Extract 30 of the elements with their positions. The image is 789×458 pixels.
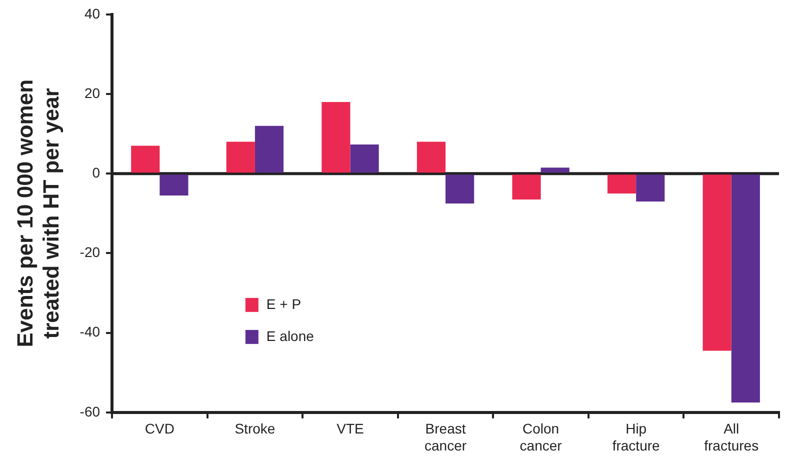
bar xyxy=(131,146,160,173)
bar xyxy=(607,174,636,194)
bar xyxy=(446,174,474,204)
bar xyxy=(512,174,541,200)
y-axis-title: Events per 10 000 women treated with HT per year xyxy=(12,80,64,348)
legend-label: E + P xyxy=(266,296,302,312)
bar xyxy=(160,174,188,196)
bar xyxy=(254,126,284,173)
bar xyxy=(636,174,665,202)
x-tick-label: All fractures xyxy=(704,420,759,454)
x-tick-label: Breast cancer xyxy=(424,420,467,454)
y-tick-label: 0 xyxy=(92,164,100,180)
bar xyxy=(226,142,255,173)
x-tick-label: Colon cancer xyxy=(520,420,562,454)
bar xyxy=(322,102,350,173)
legend-label: E alone xyxy=(266,328,314,344)
bar xyxy=(731,174,760,402)
y-tick-label: 40 xyxy=(84,5,100,22)
x-tick-label: CVD xyxy=(144,420,174,437)
y-tick-label: 20 xyxy=(84,84,100,101)
y-tick-label: -40 xyxy=(80,324,100,340)
y-tick-label: -20 xyxy=(80,244,100,260)
bar xyxy=(416,142,446,173)
x-tick-label: Stroke xyxy=(234,420,276,437)
y-tick-label: -60 xyxy=(80,403,100,420)
bar xyxy=(350,144,379,173)
bar xyxy=(540,168,570,173)
x-tick-label: VTE xyxy=(336,420,364,437)
bar xyxy=(702,174,732,351)
x-tick-label: Hip fracture xyxy=(612,420,660,454)
